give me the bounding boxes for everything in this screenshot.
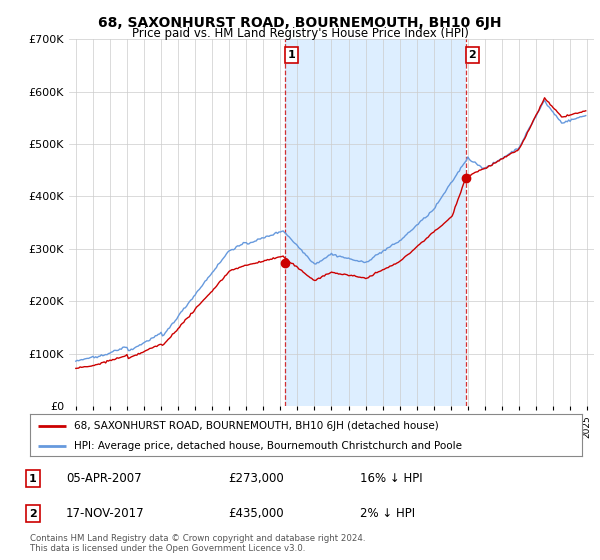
Text: £435,000: £435,000 [228, 507, 284, 520]
Text: HPI: Average price, detached house, Bournemouth Christchurch and Poole: HPI: Average price, detached house, Bour… [74, 441, 462, 451]
Text: 1: 1 [29, 474, 37, 484]
Text: 17-NOV-2017: 17-NOV-2017 [66, 507, 145, 520]
Text: 68, SAXONHURST ROAD, BOURNEMOUTH, BH10 6JH: 68, SAXONHURST ROAD, BOURNEMOUTH, BH10 6… [98, 16, 502, 30]
Text: 68, SAXONHURST ROAD, BOURNEMOUTH, BH10 6JH (detached house): 68, SAXONHURST ROAD, BOURNEMOUTH, BH10 6… [74, 421, 439, 431]
Text: 2: 2 [29, 508, 37, 519]
Text: £273,000: £273,000 [228, 472, 284, 486]
Text: 16% ↓ HPI: 16% ↓ HPI [360, 472, 422, 486]
Text: 05-APR-2007: 05-APR-2007 [66, 472, 142, 486]
Text: 2% ↓ HPI: 2% ↓ HPI [360, 507, 415, 520]
Text: Price paid vs. HM Land Registry's House Price Index (HPI): Price paid vs. HM Land Registry's House … [131, 27, 469, 40]
Text: Contains HM Land Registry data © Crown copyright and database right 2024.
This d: Contains HM Land Registry data © Crown c… [30, 534, 365, 553]
Bar [285, 39, 466, 406]
Text: 1: 1 [287, 50, 295, 60]
Text: 2: 2 [469, 50, 476, 60]
